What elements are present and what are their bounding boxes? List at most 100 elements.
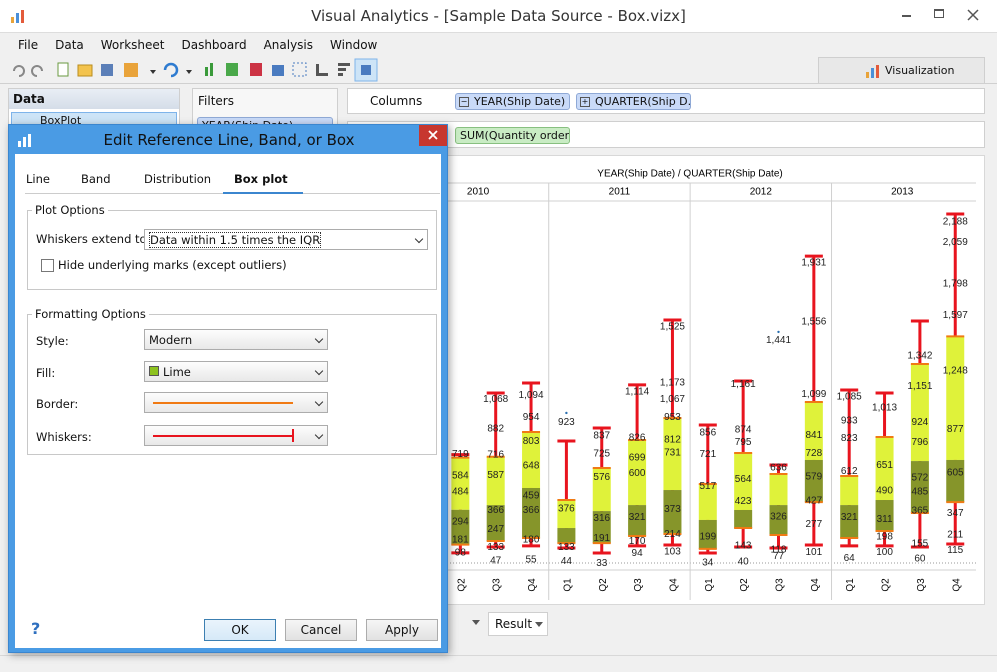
value-label: 579 (806, 471, 823, 482)
box-upper (804, 402, 823, 460)
value-label: 1,556 (801, 317, 826, 328)
value-label: 1,931 (801, 257, 826, 268)
menu-item[interactable]: Dashboard (181, 38, 247, 52)
value-label: 199 (699, 532, 716, 543)
rows-pill[interactable]: SUM(Quantity order... (455, 127, 570, 144)
value-label: 1,342 (907, 351, 932, 362)
minimize-button[interactable] (891, 4, 921, 26)
dialog-tab[interactable]: Distribution (144, 172, 212, 186)
menu-bar: File Data Worksheet Dashboard Analysis Window (0, 35, 997, 56)
maximize-button[interactable] (924, 4, 954, 26)
value-label: 600 (629, 468, 646, 479)
x-tick-label: Q1 (845, 578, 856, 592)
dialog-close[interactable] (419, 125, 447, 146)
apply-button[interactable]: Apply (366, 619, 438, 641)
value-label: 812 (664, 434, 681, 445)
columns-pill[interactable]: + QUARTER(Ship D... (576, 93, 691, 110)
x-tick-label: Q1 (704, 578, 715, 592)
menu-item[interactable]: File (18, 38, 39, 52)
value-label: 366 (487, 505, 504, 516)
plot-options-group: Plot Options (27, 203, 437, 290)
menu-item[interactable]: Analysis (263, 38, 314, 52)
x-tick-label: Q4 (810, 578, 821, 592)
pill-label: QUARTER(Ship D... (595, 95, 691, 108)
box-lower (628, 505, 647, 536)
cancel-button[interactable]: Cancel (285, 619, 357, 641)
close-button[interactable] (957, 4, 989, 26)
box-upper (875, 437, 894, 501)
visualization-tab[interactable]: Visualization (818, 57, 985, 83)
value-label: 1,068 (483, 394, 508, 405)
value-label: 882 (487, 423, 504, 434)
year-label: 2010 (467, 187, 490, 198)
value-label: 1,094 (519, 390, 544, 401)
x-tick-label: Q3 (492, 578, 503, 592)
value-label: 427 (806, 495, 823, 506)
value-label: 181 (452, 534, 469, 545)
value-label: 1,248 (943, 365, 968, 376)
value-label: 954 (523, 412, 540, 423)
menu-item[interactable]: Data (55, 38, 84, 52)
style-select[interactable]: Modern (144, 329, 328, 350)
box-upper (486, 456, 505, 506)
value-label: 118 (771, 544, 787, 555)
x-tick-label: Q2 (598, 578, 609, 592)
whiskers-label: Whiskers: (36, 430, 92, 444)
dialog-body: Line Band Distribution Box plot Plot Opt… (15, 154, 441, 648)
menu-item[interactable]: Worksheet (100, 38, 165, 52)
value-label: 277 (806, 519, 823, 530)
value-label: 2,188 (943, 217, 968, 228)
box-lower (875, 500, 894, 532)
value-label: 923 (558, 417, 575, 428)
value-label: 77 (773, 551, 785, 562)
x-tick-label: Q4 (527, 578, 538, 592)
value-label: 326 (770, 511, 787, 522)
ok-button[interactable]: OK (204, 619, 276, 641)
dialog-tab[interactable]: Line (26, 172, 50, 186)
title-bar: Visual Analytics - [Sample Data Source -… (0, 0, 997, 33)
help-icon[interactable]: ? (31, 619, 41, 638)
value-label: 170 (629, 536, 646, 547)
value-label: 728 (806, 448, 823, 459)
value-label: 795 (735, 437, 752, 448)
style-label: Style: (36, 334, 69, 348)
value-label: 423 (735, 496, 752, 507)
dialog-tab-selected[interactable]: Box plot (234, 172, 288, 186)
menu-item[interactable]: Window (330, 38, 378, 52)
value-label: 651 (876, 460, 893, 471)
columns-label: Columns (370, 94, 423, 108)
box-upper (592, 468, 611, 512)
year-label: 2012 (750, 187, 773, 198)
value-label: 484 (452, 486, 469, 497)
hide-marks-label: Hide underlying marks (except outliers) (58, 258, 287, 272)
columns-pill[interactable]: − YEAR(Ship Date) (455, 93, 570, 110)
x-tick-label: Q3 (775, 578, 786, 592)
value-label: 731 (664, 447, 681, 458)
box-upper (910, 364, 929, 462)
value-label: 564 (735, 474, 752, 485)
value-label: 321 (629, 512, 646, 523)
value-label: 1,151 (907, 381, 932, 392)
box-upper (451, 457, 470, 510)
box-lower (486, 505, 505, 542)
dialog-tab[interactable]: Band (81, 172, 111, 186)
sheet-tab[interactable]: Result (488, 612, 548, 636)
whiskers-extend-select[interactable]: Data within 1.5 times the IQR (144, 229, 428, 250)
border-select[interactable] (144, 392, 328, 413)
fill-select[interactable]: Lime (144, 361, 328, 382)
toolbar-icons (13, 58, 378, 82)
value-label: 143 (735, 540, 752, 551)
x-tick-label: Q3 (633, 578, 644, 592)
whiskers-select[interactable] (144, 425, 328, 446)
x-tick-label: Q2 (881, 578, 892, 592)
hide-marks-checkbox[interactable] (41, 259, 54, 272)
fill-label: Fill: (36, 366, 56, 380)
value-label: 133 (558, 542, 575, 553)
value-label: 796 (912, 437, 929, 448)
value-label: 1,173 (660, 377, 685, 388)
box-lower (910, 461, 929, 513)
box-lower (840, 505, 859, 539)
box-lower (698, 519, 717, 549)
year-label: 2013 (891, 187, 914, 198)
value-label: 874 (735, 425, 752, 436)
